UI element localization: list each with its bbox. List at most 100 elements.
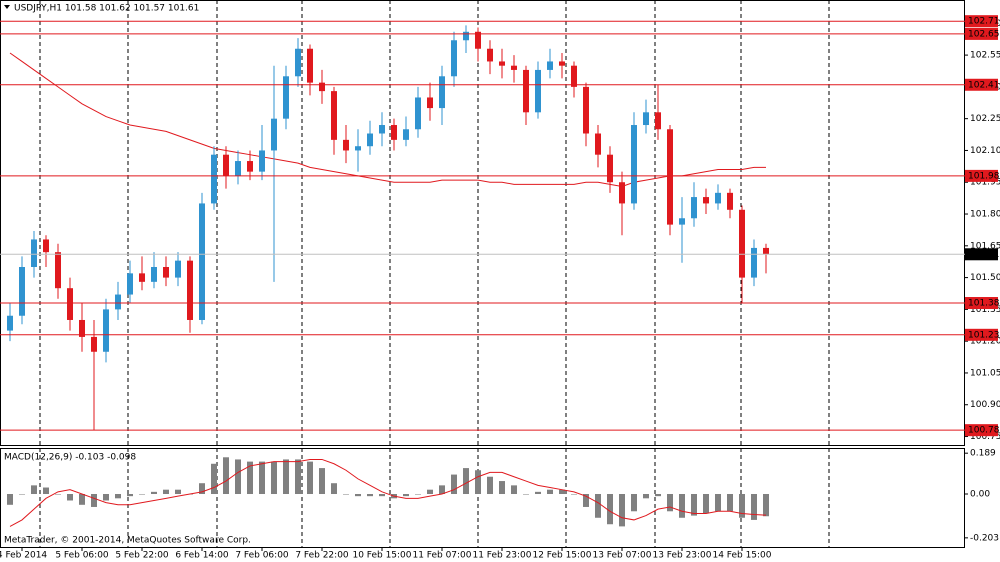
macd-title: MACD(12,26,9) -0.103 -0.098 xyxy=(4,453,136,463)
signal-line xyxy=(9,458,767,527)
candle-body xyxy=(487,48,493,62)
macd-bar xyxy=(355,494,361,497)
candle-body xyxy=(355,146,361,151)
y-tick-label: 101.95 xyxy=(970,178,1000,188)
candle-body xyxy=(523,69,529,113)
macd-bar xyxy=(223,457,229,495)
macd-bar xyxy=(43,487,49,495)
y-tick-label: 101.80 xyxy=(970,210,1000,220)
macd-bar xyxy=(91,494,97,507)
macd-bar xyxy=(67,494,73,501)
copyright: MetaTrader, © 2001-2014, MetaQuotes Soft… xyxy=(4,536,251,546)
macd-bar xyxy=(55,494,61,495)
chart-title: USDJPY,H1 101.58 101.62 101.57 101.61 xyxy=(14,4,199,14)
macd-bar xyxy=(751,494,757,520)
candle-body xyxy=(379,125,385,134)
macd-bar xyxy=(379,494,385,497)
macd-bar xyxy=(307,461,313,495)
macd-bar xyxy=(295,459,301,495)
candle-body xyxy=(67,288,73,320)
level-box xyxy=(965,78,998,91)
candle-body xyxy=(415,97,421,130)
macd-bar xyxy=(475,470,481,495)
macd-bar xyxy=(439,485,445,495)
candle-body xyxy=(247,161,253,172)
x-tick-label: 7 Feb 22:00 xyxy=(295,551,349,561)
y-tick-label: 101.20 xyxy=(970,337,1000,347)
macd-bar xyxy=(199,483,205,495)
macd-frame xyxy=(0,448,965,548)
macd-bar xyxy=(595,494,601,518)
macd-bar xyxy=(163,489,169,495)
candle-body xyxy=(211,154,217,204)
macd-bar xyxy=(607,494,613,525)
y-tick-label: 101.35 xyxy=(970,305,1000,315)
y-tick-label: 101.50 xyxy=(970,273,1000,283)
price-frame xyxy=(0,0,965,446)
candle-body xyxy=(763,247,769,255)
macd-bar xyxy=(715,494,721,512)
candle-body xyxy=(655,112,661,130)
macd-bar xyxy=(139,494,145,495)
level-label: 100.78 xyxy=(968,426,1000,436)
macd-bar xyxy=(631,494,637,512)
candle-body xyxy=(571,65,577,87)
candle-body xyxy=(223,154,229,176)
candle-body xyxy=(127,273,133,295)
candle-body xyxy=(259,150,265,172)
macd-bar xyxy=(499,481,505,495)
macd-bar xyxy=(259,461,265,495)
y-tick-label: -0.203 xyxy=(970,533,999,543)
y-tick-label: 102.10 xyxy=(970,146,1000,156)
candle-body xyxy=(175,260,181,278)
y-tick-label: 0.00 xyxy=(970,490,990,500)
level-box xyxy=(965,328,998,341)
y-tick-label: 102.25 xyxy=(970,114,1000,124)
menu-arrow xyxy=(4,5,10,9)
candle-body xyxy=(595,133,601,155)
macd-bar xyxy=(283,459,289,495)
level-label: 101.23 xyxy=(968,330,1000,340)
macd-bar xyxy=(175,489,181,495)
candle-body xyxy=(751,247,757,278)
level-box xyxy=(965,27,998,40)
candle-body xyxy=(331,91,337,140)
x-tick-label: 13 Feb 07:00 xyxy=(592,551,651,561)
macd-bar xyxy=(211,463,217,495)
x-tick-label: 11 Feb 07:00 xyxy=(412,551,471,561)
candle-body xyxy=(139,273,145,282)
y-tick-label: 100.90 xyxy=(970,400,1000,410)
level-label: 102.65 xyxy=(968,29,1000,39)
level-label: 102.41 xyxy=(968,80,1000,90)
macd-bar xyxy=(19,494,25,495)
level-label: 101.38 xyxy=(968,299,1000,309)
candle-body xyxy=(55,252,61,289)
macd-bar xyxy=(127,494,133,497)
macd-bar xyxy=(427,489,433,495)
macd-bar xyxy=(691,494,697,516)
candle-body xyxy=(91,336,97,352)
macd-bar xyxy=(487,476,493,495)
y-tick-label: 101.65 xyxy=(970,241,1000,251)
level-box xyxy=(965,169,998,182)
candle-body xyxy=(715,192,721,204)
candle-body xyxy=(163,267,169,278)
candle-body xyxy=(439,76,445,109)
level-label: 101.98 xyxy=(968,171,1000,181)
level-box xyxy=(965,297,998,310)
candle-body xyxy=(391,125,397,140)
macd-bar xyxy=(763,494,769,517)
candle-body xyxy=(271,118,277,151)
macd-bar xyxy=(679,494,685,518)
candle-body xyxy=(607,154,613,183)
macd-bar xyxy=(511,485,517,495)
candle-body xyxy=(103,309,109,352)
macd-bar xyxy=(451,474,457,495)
macd-bar xyxy=(547,489,553,495)
macd-bar xyxy=(619,494,625,527)
candle-body xyxy=(43,239,49,253)
candle-body xyxy=(19,267,25,316)
candle-body xyxy=(511,65,517,70)
level-label: 102.71 xyxy=(968,17,1000,27)
